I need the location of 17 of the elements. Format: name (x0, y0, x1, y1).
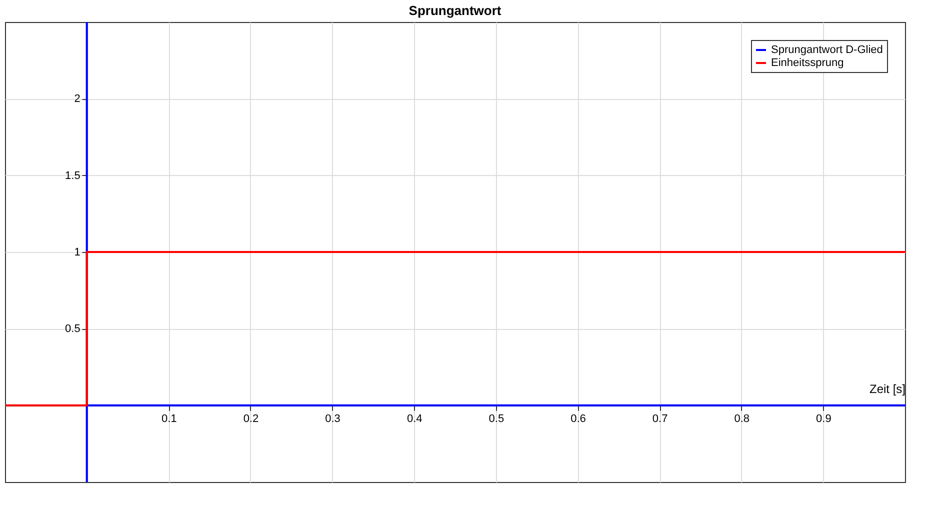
y-tick-label: 2 (74, 93, 80, 106)
x-tick-label: 0.5 (488, 412, 504, 425)
x-tick-label: 0.4 (406, 412, 422, 425)
legend-label: Einheitssprung (771, 57, 844, 69)
x-tick-label: 0.7 (652, 412, 668, 425)
x-tick-label: 0.8 (734, 412, 750, 425)
chart-title: Sprungantwort (408, 3, 502, 18)
x-axis-title: Zeit [s] (869, 382, 906, 396)
y-tick-label: 0.5 (65, 323, 80, 336)
x-tick-label: 0.1 (161, 412, 177, 425)
x-tick-label: 0.9 (816, 412, 832, 425)
y-tick-label: 1 (74, 246, 80, 258)
x-tick-label: 0.6 (570, 412, 586, 425)
y-tick-label: 1.5 (65, 170, 80, 182)
x-tick-label: 0.2 (243, 412, 259, 425)
x-tick-label: 0.3 (325, 412, 340, 425)
legend-label: Sprungantwort D-Glied (771, 44, 883, 56)
